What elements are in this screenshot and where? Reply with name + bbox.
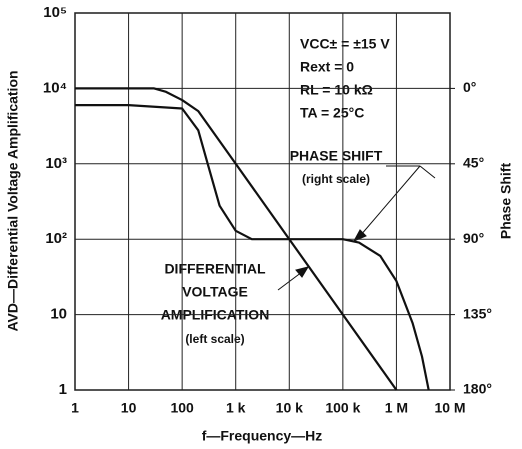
- leader-line: [419, 165, 436, 179]
- y2-tick-label: 45°: [463, 155, 484, 171]
- annotation: VCC± = ±15 V: [300, 36, 390, 52]
- annotation: DIFFERENTIAL: [164, 261, 266, 277]
- x-tick-label: 1 M: [385, 400, 408, 416]
- leader-line: [359, 165, 421, 237]
- x-axis-label: f—Frequency—Hz: [202, 428, 323, 444]
- y2-tick-label: 90°: [463, 230, 484, 246]
- arrowhead: [352, 229, 367, 243]
- x-tick-label: 100 k: [325, 400, 360, 416]
- annotation: Rext = 0: [300, 59, 354, 75]
- y-tick-label: 10²: [45, 230, 67, 247]
- annotation: (right scale): [302, 172, 370, 186]
- x-tick-label: 1 k: [226, 400, 246, 416]
- series-line: [75, 104, 430, 391]
- x-tick-label: 10 k: [276, 400, 303, 416]
- annotation: TA = 25°C: [300, 105, 364, 121]
- x-tick-label: 10 M: [434, 400, 465, 416]
- arrowhead: [295, 266, 310, 278]
- leader-line: [277, 271, 303, 291]
- x-tick-label: 1: [71, 400, 79, 416]
- annotation: VOLTAGE: [182, 284, 248, 300]
- y-tick-label: 10³: [45, 155, 67, 172]
- x-tick-label: 10: [121, 400, 137, 416]
- leaders: [277, 165, 436, 291]
- y-tick-label: 1: [59, 381, 67, 398]
- annotation: (left scale): [185, 332, 244, 346]
- y-axis-label: AVD—Differential Voltage Amplification: [5, 70, 21, 331]
- y2-tick-label: 0°: [463, 79, 476, 95]
- annotation: PHASE SHIFT: [290, 148, 383, 164]
- y2-tick-label: 135°: [463, 305, 492, 321]
- y-tick-label: 10: [50, 306, 67, 323]
- series-line: [75, 87, 398, 391]
- y2-axis-label: Phase Shift: [498, 163, 514, 240]
- y2-tick-label: 180°: [463, 381, 492, 397]
- y-tick-label: 10⁵: [43, 4, 67, 21]
- annotation: RL = 10 kΩ: [300, 82, 373, 98]
- x-tick-label: 100: [170, 400, 194, 416]
- y-tick-label: 10⁴: [43, 79, 67, 96]
